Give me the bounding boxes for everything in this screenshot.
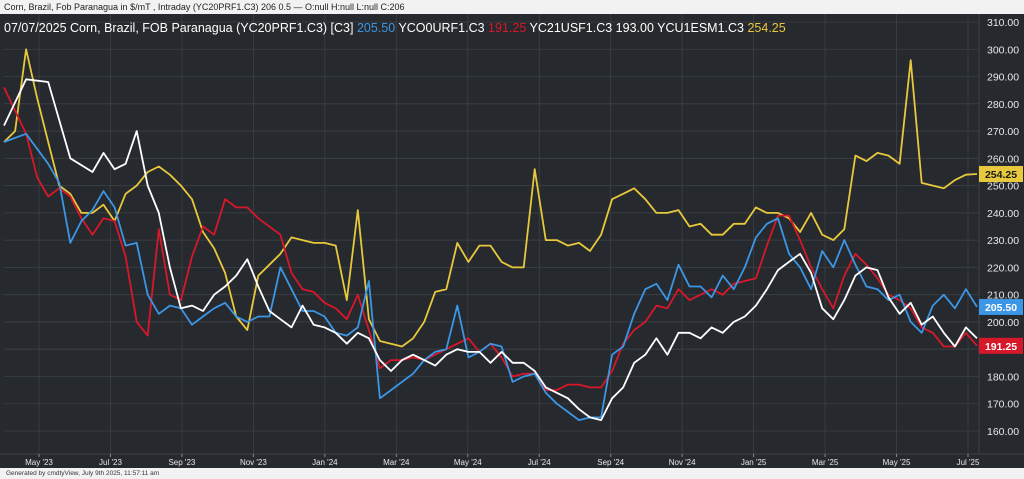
badge-bg	[979, 337, 1023, 354]
series-line-ycoo[interactable]	[3, 132, 978, 421]
legend-item: 191.25	[488, 21, 529, 35]
y-tick-label: 180.00	[987, 371, 1019, 383]
y-tick-label: 220.00	[987, 262, 1019, 274]
badge-label: 191.25	[985, 341, 1017, 353]
generated-footer: Generated by cmdtyView, July 9th 2025, 1…	[0, 468, 1024, 479]
last-value-badge: 205.50	[979, 298, 1023, 315]
y-tick-label: 210.00	[987, 290, 1019, 302]
y-tick-label: 310.00	[987, 17, 1019, 29]
y-tick-label: 230.00	[987, 235, 1019, 247]
x-tick-label: Mar '25	[812, 458, 839, 467]
badge-bg	[979, 298, 1023, 315]
x-tick-label: May '23	[25, 458, 53, 467]
legend-item: YC21USF1.C3 193.00 YCU1ESM1.C3	[530, 21, 748, 35]
x-tick-label: May '25	[883, 458, 911, 467]
y-tick-label: 160.00	[987, 426, 1019, 438]
x-tick-label: Mar '24	[383, 458, 410, 467]
x-tick-label: Sep '23	[168, 458, 195, 467]
x-tick-label: Jul '25	[957, 458, 980, 467]
y-tick-label: 290.00	[987, 72, 1019, 84]
chart-caption: Corn, Brazil, Fob Paranagua in $/mT , In…	[0, 0, 1024, 14]
price-chart[interactable]: 160.00170.00180.00190.00200.00210.00220.…	[0, 14, 1024, 468]
chart-frame[interactable]: 160.00170.00180.00190.00200.00210.00220.…	[0, 14, 1024, 468]
legend-item: 07/07/2025 Corn, Brazil, FOB Paranagua (…	[4, 21, 357, 35]
last-value-labels: 254.25 205.50 191.25	[979, 166, 1023, 354]
series-line-ycu1[interactable]	[3, 48, 978, 348]
last-value-badge: 254.25	[979, 166, 1023, 183]
x-tick-label: Nov '24	[669, 458, 696, 467]
x-tick-label: May '24	[454, 458, 482, 467]
y-tick-label: 250.00	[987, 181, 1019, 193]
legend-item: YCO0URF1.C3	[398, 21, 488, 35]
y-tick-label: 300.00	[987, 44, 1019, 56]
x-tick-label: Nov '23	[240, 458, 267, 467]
badge-label: 205.50	[985, 302, 1017, 314]
x-tick-label: Jul '23	[99, 458, 122, 467]
legend-item: 205.50	[357, 21, 398, 35]
x-tick-label: Sep '24	[597, 458, 624, 467]
chart-legend: 07/07/2025 Corn, Brazil, FOB Paranagua (…	[4, 21, 786, 35]
y-tick-label: 260.00	[987, 153, 1019, 165]
x-tick-label: Jul '24	[528, 458, 551, 467]
x-tick-label: Jan '24	[312, 458, 338, 467]
x-tick-label: Jan '25	[741, 458, 767, 467]
y-axis-ticks: 160.00170.00180.00190.00200.00210.00220.…	[987, 17, 1019, 438]
y-tick-label: 270.00	[987, 126, 1019, 138]
series-line-yc21[interactable]	[3, 87, 978, 391]
series-line-yc20[interactable]	[3, 78, 978, 421]
y-tick-label: 170.00	[987, 399, 1019, 411]
series-lines	[3, 48, 978, 421]
badge-label: 254.25	[985, 169, 1017, 181]
grid	[0, 14, 1024, 455]
badge-bg	[979, 166, 1023, 183]
y-tick-label: 200.00	[987, 317, 1019, 329]
y-tick-label: 280.00	[987, 99, 1019, 111]
legend-item: 254.25	[747, 21, 785, 35]
last-value-badge: 191.25	[979, 337, 1023, 354]
y-tick-label: 240.00	[987, 208, 1019, 220]
x-axis-ticks: May '23 Jul '23 Sep '23 Nov '23 Jan '24 Mar '…	[25, 454, 980, 467]
